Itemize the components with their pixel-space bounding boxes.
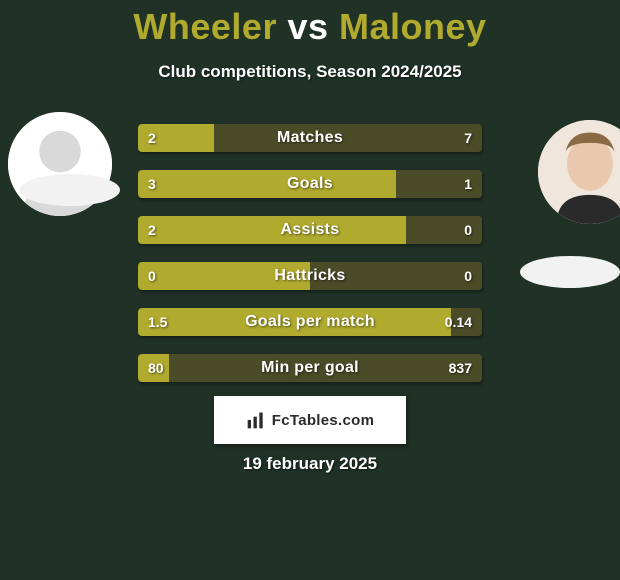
stat-row: Goals31 [138,170,482,198]
bar-left [138,308,451,336]
title-vs: vs [277,6,339,47]
stat-row: Hattricks00 [138,262,482,290]
page-title: Wheeler vs Maloney [0,6,620,48]
bar-right [396,170,482,198]
stat-row: Assists20 [138,216,482,244]
brand-box: FcTables.com [214,396,406,444]
title-player-right: Maloney [339,6,487,47]
date-label: 19 february 2025 [0,454,620,474]
bar-right [310,262,482,290]
title-player-left: Wheeler [133,6,277,47]
club-badge-right [520,256,620,288]
bar-left [138,124,214,152]
bar-left [138,262,310,290]
bar-right [451,308,482,336]
subtitle: Club competitions, Season 2024/2025 [0,62,620,82]
bar-right [169,354,482,382]
stat-row: Matches27 [138,124,482,152]
bar-right [406,216,482,244]
bar-left [138,216,406,244]
stat-row: Goals per match1.50.14 [138,308,482,336]
brand-label: FcTables.com [272,412,375,429]
club-badge-left [20,174,120,206]
bar-right [214,124,482,152]
brand-area: FcTables.com [0,396,620,444]
bar-left [138,354,169,382]
bar-left [138,170,396,198]
stat-row: Min per goal80837 [138,354,482,382]
comparison-card: Wheeler vs Maloney Club competitions, Se… [0,0,620,580]
bars-icon [246,410,266,430]
stat-bars: Matches27 Goals31 Assists20 Hattricks00 Goal… [138,124,482,400]
